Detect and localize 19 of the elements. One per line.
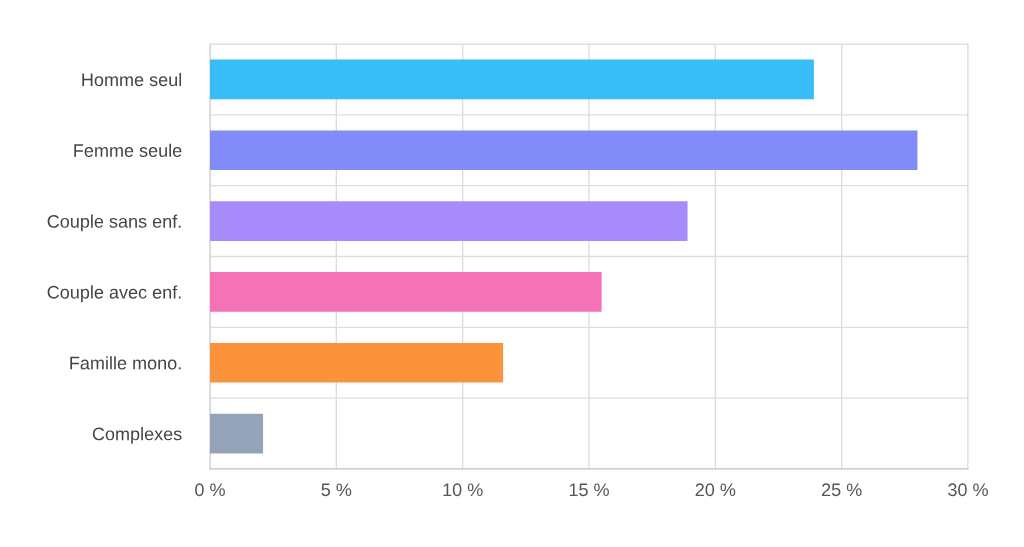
y-tick-label: Homme seul: [82, 72, 182, 87]
x-tick-label: 30 %: [948, 483, 988, 497]
bar: [210, 130, 918, 171]
bar: [210, 272, 602, 312]
y-tick-label: Complexes: [92, 427, 182, 444]
bar: [210, 342, 504, 383]
x-tick-label: 5 %: [321, 483, 352, 497]
y-tick-label: Famille mono.: [70, 356, 181, 370]
y-tick-label: Couple sans enf.: [47, 214, 181, 232]
x-tick-label: 0 %: [195, 483, 225, 497]
y-tick-label: Femme seule: [74, 143, 182, 157]
bar: [210, 59, 814, 100]
x-tick-label: 25 %: [822, 483, 862, 497]
x-tick-label: 10 %: [443, 483, 483, 497]
bar: [210, 201, 688, 241]
bar: [210, 413, 264, 454]
x-tick-label: 15 %: [569, 483, 609, 497]
y-tick-label: Couple avec enf.: [47, 285, 181, 303]
x-tick-label: 20 %: [695, 483, 736, 497]
